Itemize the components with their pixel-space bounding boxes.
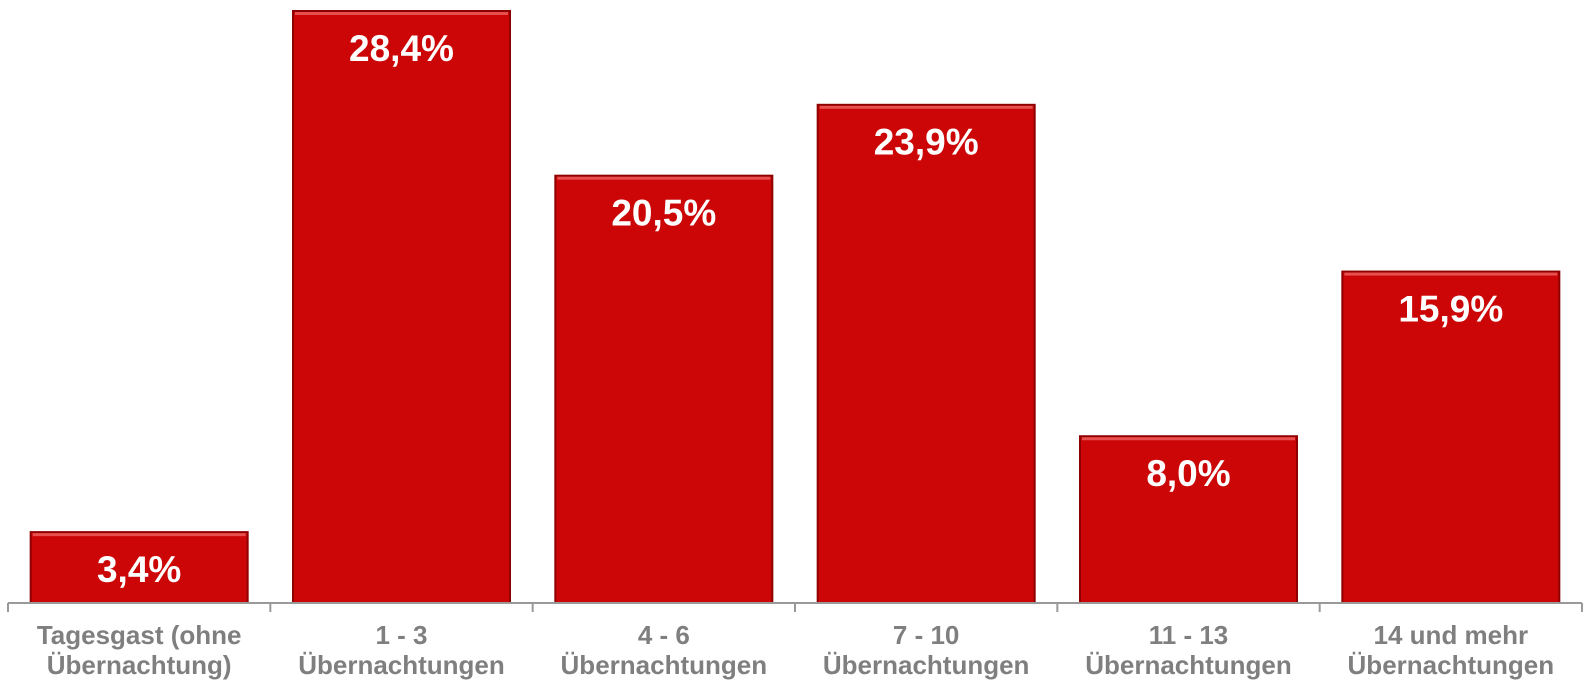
bar <box>29 531 249 605</box>
bar-highlight <box>557 176 771 180</box>
bar <box>554 174 774 604</box>
value-label: 15,9% <box>1398 288 1503 329</box>
value-label: 28,4% <box>349 28 454 69</box>
x-tick-label: Tagesgast (ohne Übernachtung) <box>36 620 242 680</box>
value-label: 20,5% <box>611 192 716 233</box>
x-tick-label: 4 - 6 Übernachtungen <box>560 620 768 680</box>
x-tick-label: 7 - 10 Übernachtungen <box>822 620 1030 680</box>
bar <box>292 10 511 604</box>
x-tick-label: 14 und mehr Übernachtungen <box>1347 620 1555 680</box>
value-label: 23,9% <box>874 122 979 163</box>
x-tick-label: 11 - 13 Übernachtungen <box>1085 620 1292 680</box>
bar-highlight <box>819 105 1033 109</box>
bar <box>1341 270 1561 604</box>
bar-highlight <box>1344 272 1558 276</box>
bar <box>816 103 1036 604</box>
bar-highlight <box>32 533 246 537</box>
value-label: 3,4% <box>97 549 181 590</box>
x-tick-label: 1 - 3 Übernachtungen <box>298 620 505 680</box>
bar <box>1079 435 1298 604</box>
bar-highlight <box>295 12 508 15</box>
value-label: 8,0% <box>1146 453 1230 494</box>
bar-highlight <box>1082 437 1295 441</box>
